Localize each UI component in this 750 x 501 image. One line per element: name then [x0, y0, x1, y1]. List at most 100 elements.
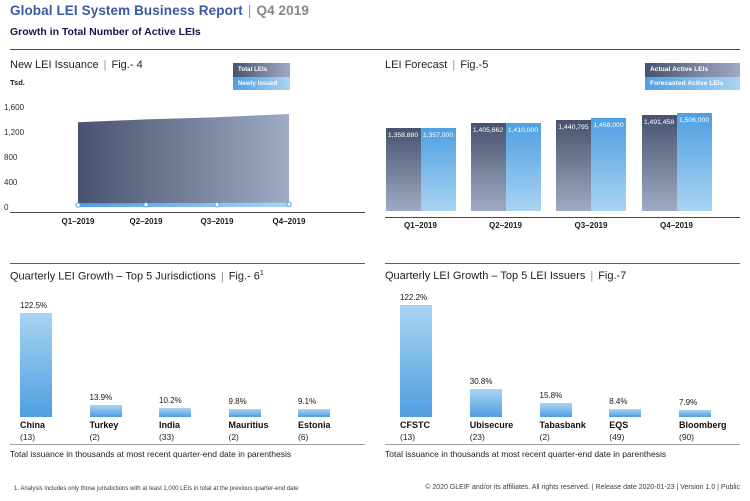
report-title-text: Global LEI System Business Report: [10, 3, 243, 18]
fig7-title-pipe: |: [590, 270, 594, 282]
fig4-title: New LEI Issuance: [10, 59, 99, 71]
fig5-legend: Actual Active LEIs Forecasted Active LEI…: [645, 63, 740, 90]
growth-bar: [20, 312, 52, 417]
growth-bar: [539, 402, 572, 417]
area-total-leis: [78, 114, 289, 207]
fig6-figure-label: Fig.- 6: [228, 270, 260, 283]
fig6-header: Quarterly LEI Growth – Top 5 Jurisdictio…: [10, 270, 264, 283]
category-label: Bloomberg: [679, 420, 727, 430]
legend-item-newly-issued-leis: Newly Issued LEIs: [233, 76, 290, 101]
section-divider-left: [10, 263, 365, 264]
fig5-x-axis-line: [385, 217, 740, 218]
fig4-title-pipe: |: [103, 59, 107, 71]
bar-actual-active-leis: 1,405,662: [470, 123, 506, 211]
bar-forecasted-active-leis: 1,506,000: [676, 113, 712, 211]
fig5-figure-label: Fig.-5: [460, 59, 489, 71]
fig7-figure-label: Fig.-7: [598, 270, 627, 282]
category-count-label: (2): [89, 432, 100, 442]
category-label: China: [20, 420, 46, 430]
bar-percent-label: 122.2%: [400, 292, 428, 302]
legend-item-total-leis: Total LEIs: [233, 63, 290, 77]
fig6-title-pipe: |: [220, 270, 224, 283]
category-count-label: (49): [609, 432, 625, 442]
category-count-label: (23): [469, 432, 485, 442]
fig4-y-axis-unit-label: Tsd.: [10, 78, 25, 87]
fig5-title: LEI Forecast: [385, 59, 448, 71]
category-label: Estonia: [298, 420, 331, 430]
bar-actual-active-leis: 1,358,880: [385, 128, 421, 211]
page-footer: © 2020 GLEIF and/or its affiliates. All …: [425, 484, 740, 491]
data-point-marker: [286, 201, 292, 208]
page-footnote: 1. Analysis includes only those jurisdic…: [14, 486, 299, 492]
section-divider-right: [385, 263, 740, 264]
growth-bar: [400, 304, 432, 417]
category-label: CFSTC: [400, 420, 430, 430]
x-axis-label: Q3–2019: [574, 221, 608, 230]
report-title: Global LEI System Business Report | Q4 201…: [10, 3, 309, 18]
header-divider: [10, 49, 740, 50]
data-point-marker: [143, 202, 149, 208]
bar-percent-label: 7.9%: [679, 397, 698, 407]
category-count-label: (6): [298, 432, 309, 442]
fig6-title: Quarterly LEI Growth – Top 5 Jurisdictio…: [10, 270, 216, 283]
bar-percent-label: 13.9%: [89, 393, 113, 403]
x-axis-label: Q3–2019: [200, 217, 234, 226]
category-count-label: (13): [20, 432, 36, 442]
fig6-note: Total issuance in thousands at most rece…: [10, 449, 292, 459]
category-label: EQS: [609, 420, 629, 430]
category-count-label: (2): [228, 432, 239, 442]
bar-percent-label: 8.4%: [609, 397, 628, 407]
bar-value-label: 1,506,000: [678, 117, 710, 125]
category-label: Ubisecure: [469, 420, 514, 430]
bar-percent-label: 15.8%: [539, 390, 563, 400]
bar-value-label: 1,410,000: [507, 127, 539, 134]
title-separator: |: [247, 3, 252, 18]
bar-forecasted-active-leis: 1,410,000: [505, 123, 541, 211]
fig6-figure-footnote-marker: 1: [259, 270, 264, 277]
fig7-header: Quarterly LEI Growth – Top 5 LEI Issuers…: [385, 270, 626, 282]
y-axis-tick-label: 800: [4, 152, 18, 162]
legend-item-actual-active-leis: Actual Active LEIs: [645, 63, 740, 77]
bar-forecasted-active-leis: 1,458,000: [591, 118, 626, 211]
fig4-x-axis-line: [10, 212, 365, 213]
fig6-bottom-divider: [10, 444, 365, 445]
y-axis-tick-label: 1,200: [4, 127, 25, 137]
x-axis-label: Q4–2019: [272, 217, 306, 226]
growth-bar: [298, 409, 330, 417]
category-count-label: (33): [159, 432, 175, 442]
category-label: Tabasbank: [539, 420, 586, 430]
x-axis-label: Q1–2019: [61, 217, 95, 226]
category-count-label: (13): [400, 432, 416, 442]
bar-percent-label: 9.1%: [298, 397, 317, 407]
report-period: Q4 2019: [256, 3, 309, 18]
bar-percent-label: 122.5%: [20, 300, 48, 310]
data-point-marker: [214, 202, 220, 208]
y-axis-tick-label: 0: [4, 202, 9, 212]
growth-bar: [228, 408, 261, 417]
report-subtitle: Growth in Total Number of Active LEIs: [10, 26, 201, 38]
x-axis-label: Q2–2019: [489, 221, 522, 230]
fig7-note: Total issuance in thousands at most rece…: [385, 449, 667, 459]
bar-value-label: 1,357,000: [422, 132, 454, 140]
fig4-figure-label: Fig.- 4: [111, 59, 143, 71]
bar-value-label: 1,440,795: [558, 123, 589, 131]
x-axis-label: Q2–2019: [129, 217, 163, 226]
bar-forecasted-active-leis: 1,357,000: [420, 128, 456, 211]
bar-percent-label: 10.2%: [159, 396, 182, 406]
area-newly-issued-leis: [78, 202, 289, 207]
fig4-header: New LEI Issuance | Fig.- 4: [10, 59, 143, 71]
fig5-title-pipe: |: [452, 59, 456, 71]
bar-actual-active-leis: 1,491,458: [641, 114, 677, 211]
category-label: Turkey: [89, 420, 119, 430]
category-count-label: (90): [679, 432, 695, 442]
growth-bar: [469, 388, 502, 417]
bar-value-label: 1,405,662: [472, 127, 504, 135]
y-axis-tick-label: 1,600: [4, 102, 25, 112]
bar-value-label: 1,458,000: [593, 122, 624, 130]
bar-actual-active-leis: 1,440,795: [556, 119, 591, 211]
fig7-bottom-divider: [385, 444, 740, 445]
growth-bar: [159, 408, 191, 417]
bar-percent-label: 30.8%: [469, 376, 493, 386]
